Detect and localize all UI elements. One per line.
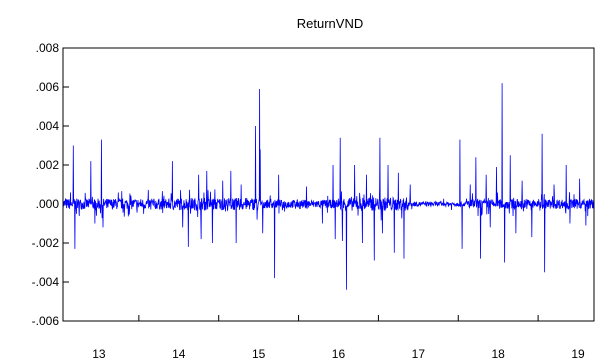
y-tick-label: -.006 (32, 314, 60, 328)
series-line (62, 83, 595, 290)
x-tick-label: 13 (92, 347, 106, 361)
plot-frame (62, 47, 595, 322)
y-tick-label: .006 (36, 80, 60, 94)
y-tick-label: .000 (36, 197, 60, 211)
y-tick-label: .002 (36, 158, 60, 172)
x-tick-label: 14 (172, 347, 186, 361)
y-tick-label: .004 (36, 119, 60, 133)
y-tick-label: -.004 (32, 275, 60, 289)
x-tick-label: 18 (492, 347, 506, 361)
x-axis: 13 14 15 16 17 18 19 (92, 315, 585, 361)
x-tick-label: 17 (412, 347, 426, 361)
x-tick-label: 16 (332, 347, 346, 361)
y-tick-label: .008 (36, 41, 60, 55)
y-axis: .008 .006 .004 .002 .000 -.002 -.004 -.006 (32, 41, 69, 328)
x-tick-label: 19 (571, 347, 585, 361)
y-tick-label: -.002 (32, 236, 60, 250)
chart-title: ReturnVND (297, 16, 363, 31)
x-tick-label: 15 (252, 347, 266, 361)
